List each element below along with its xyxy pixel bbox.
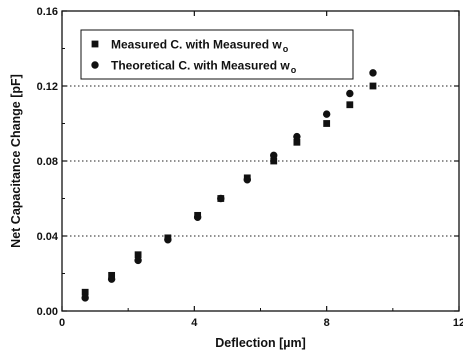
y-tick-label: 0.04	[37, 231, 59, 243]
measured-point	[323, 120, 331, 127]
legend: Measured C. with Measured w oTheoretical …	[80, 29, 354, 80]
theoretical-point	[243, 176, 251, 184]
measured-point	[134, 251, 142, 259]
legend-label: Theoretical C. with Measured w	[111, 59, 290, 73]
x-tick-label: 8	[324, 317, 330, 329]
theoretical-point	[134, 256, 142, 265]
legend-box	[80, 29, 354, 80]
theoretical-point	[217, 194, 225, 203]
y-tick-label: 0.12	[37, 81, 58, 93]
x-tick-label: 0	[59, 317, 65, 329]
gridlines	[62, 85, 459, 237]
legend-label-subscript: o	[291, 65, 297, 75]
legend-marker-square	[91, 40, 99, 48]
theoretical-point	[346, 89, 354, 98]
theoretical-point	[81, 294, 89, 302]
theoretical-point	[369, 69, 377, 77]
theoretical-point	[193, 213, 202, 221]
measured-point	[108, 271, 116, 279]
theoretical-point	[270, 151, 278, 160]
theoretical-point	[164, 236, 172, 244]
legend-marker-circle	[91, 61, 99, 69]
legend-label-subscript: o	[283, 44, 289, 54]
measured-point	[81, 288, 89, 296]
theoretical-point	[107, 275, 116, 283]
x-tick-label: 4	[191, 317, 198, 329]
measured-point	[369, 82, 377, 90]
y-axis-title: Net Capacitance Change [pF]	[9, 74, 23, 248]
x-axis-title: Deflection [µm]	[215, 336, 306, 350]
y-tick-label: 0.08	[37, 156, 58, 168]
x-tick-label: 12	[453, 317, 463, 329]
y-tick-label: 0.16	[37, 6, 58, 18]
legend-label: Measured C. with Measured w	[111, 38, 282, 52]
axis-ticks: 0 4 8 12 0.00 0.04 0.08 0.12 0.16	[37, 6, 463, 329]
theoretical-point	[322, 110, 331, 118]
data-points	[81, 69, 377, 302]
theoretical-point	[293, 132, 301, 141]
y-tick-label: 0.00	[37, 306, 58, 318]
measured-point	[346, 101, 354, 109]
measured-point	[270, 157, 278, 165]
measured-point	[293, 138, 301, 146]
